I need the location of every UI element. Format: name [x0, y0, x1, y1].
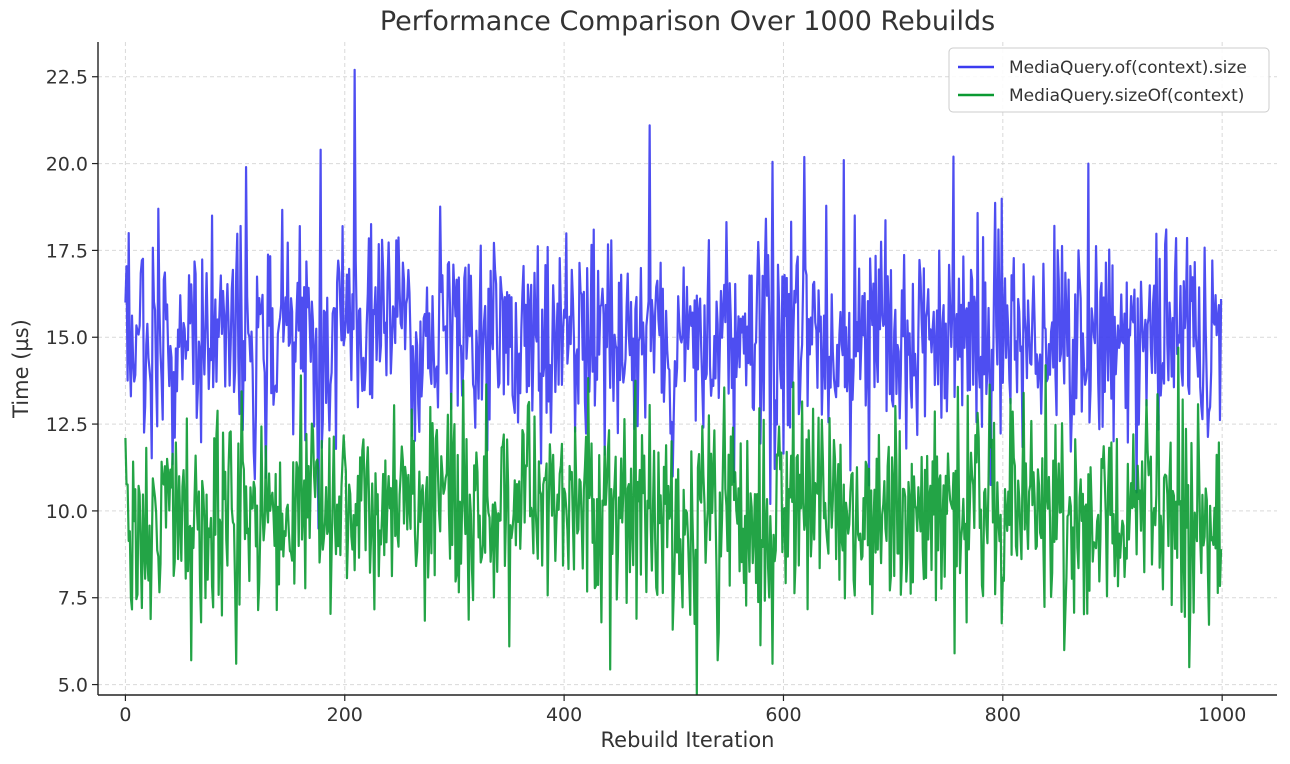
y-tick-label-6: 20.0: [46, 154, 88, 176]
y-tick-label-5: 17.5: [46, 240, 88, 262]
y-tick-label-2: 10.0: [46, 501, 88, 523]
legend-label-0: MediaQuery.of(context).size: [1009, 58, 1247, 78]
axes: [97, 42, 1277, 696]
legend-items: MediaQuery.of(context).size MediaQuery.si…: [958, 58, 1247, 106]
legend: MediaQuery.of(context).size MediaQuery.si…: [948, 47, 1270, 113]
x-tick-label-5: 1000: [1198, 704, 1246, 726]
x-tick-label-1: 200: [327, 704, 363, 726]
x-tick-label-0: 0: [119, 704, 131, 726]
legend-label-1: MediaQuery.sizeOf(context): [1009, 86, 1244, 106]
x-axis-label: Rebuild Iteration: [601, 728, 775, 752]
series-line-1: [124, 346, 1223, 696]
y-tick-label-3: 12.5: [46, 414, 88, 436]
y-tick-label-0: 5.0: [58, 675, 88, 697]
y-ticks: 5.0 7.5 10.0 12.5 15.0 17.5 20.0 22.5: [46, 67, 98, 697]
series-group: [124, 68, 1223, 696]
x-tick-label-2: 400: [546, 704, 582, 726]
y-tick-label-1: 7.5: [58, 588, 88, 610]
series-line-0: [124, 68, 1223, 530]
chart-title: Performance Comparison Over 1000 Rebuild…: [380, 6, 995, 37]
y-axis-label: Time (µs): [9, 319, 33, 419]
y-tick-label-4: 15.0: [46, 327, 88, 349]
x-tick-label-4: 800: [985, 704, 1021, 726]
x-ticks: 0 200 400 600 800 1000: [119, 695, 1246, 726]
x-tick-label-3: 600: [765, 704, 801, 726]
legend-box: [948, 47, 1270, 113]
y-tick-label-7: 22.5: [46, 67, 88, 89]
